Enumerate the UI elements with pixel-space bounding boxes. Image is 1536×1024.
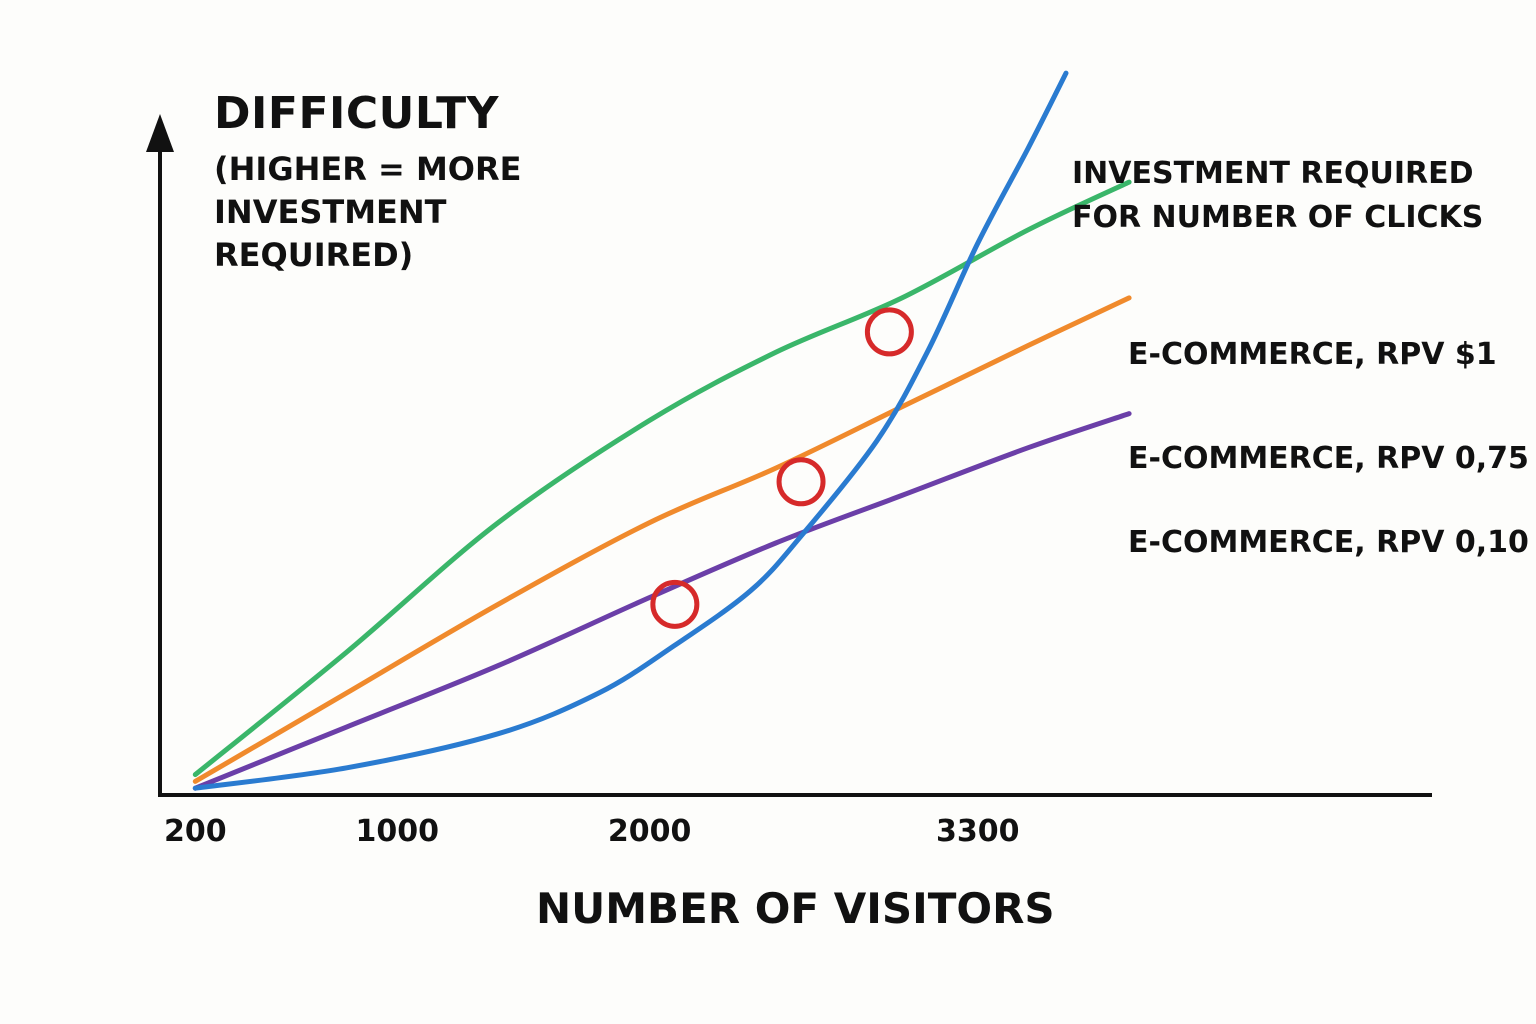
legend-rpv-075: E-COMMERCE, RPV 0,75 [1128,441,1529,476]
marker-layer [650,307,914,629]
x-axis-title: NUMBER OF VISITORS [536,884,1055,933]
intersection-marker [776,457,826,507]
legend-rpv-1: E-COMMERCE, RPV $1 [1128,337,1497,372]
y-axis-title: DIFFICULTY [214,88,500,139]
x-tick-label: 3300 [935,814,1020,849]
legend-rpv-010: E-COMMERCE, RPV 0,10 [1128,525,1529,560]
y-axis-subtitle: (HIGHER = MORE INVESTMENT REQUIRED) [214,150,522,274]
series-line-rpv-010 [192,411,1132,791]
series-layer [192,70,1132,791]
series-line-rpv-075 [192,295,1132,784]
intersection-marker [864,307,914,357]
series-line-investment-required [192,70,1069,791]
x-tick-label: 200 [164,814,227,849]
x-tick-label: 2000 [607,814,692,849]
legend-investment-required: INVESTMENT REQUIRED FOR NUMBER OF CLICKS [1072,156,1484,235]
x-tick-label: 1000 [355,814,439,849]
intersection-marker [650,579,700,629]
y-axis-arrow [146,114,174,152]
series-line-rpv-1 [192,179,1132,778]
